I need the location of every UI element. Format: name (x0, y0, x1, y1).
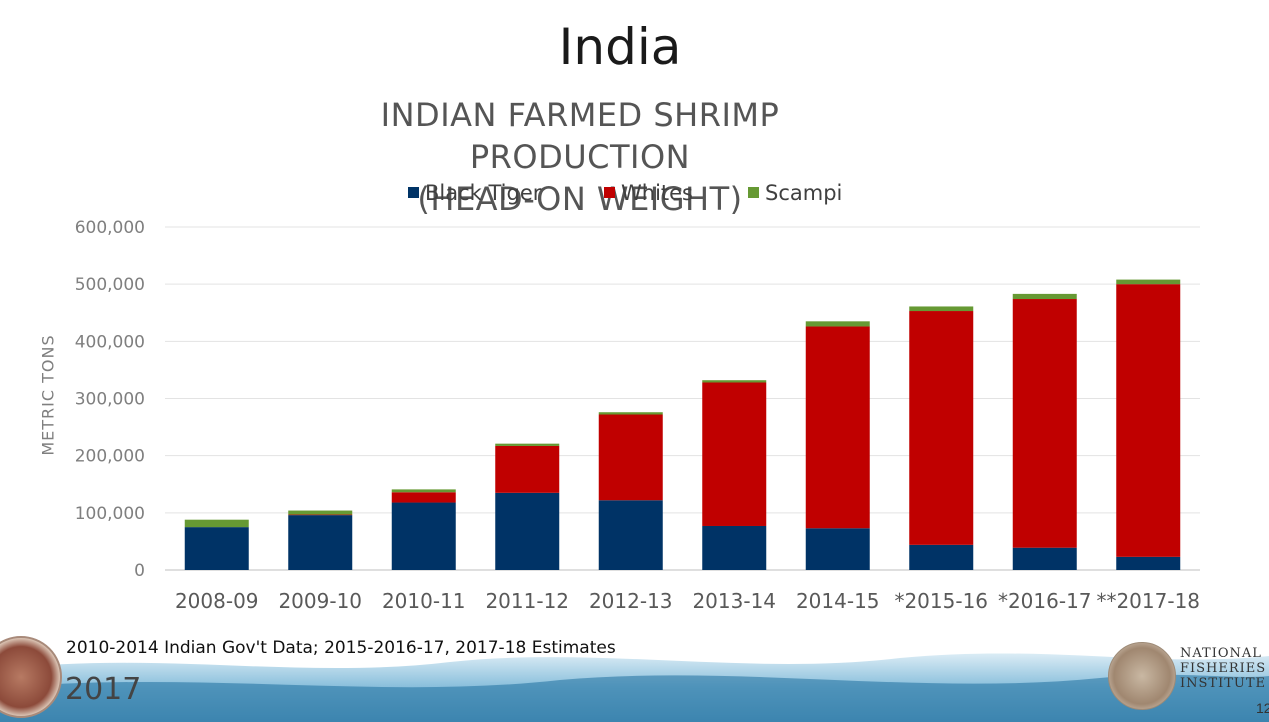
y-tick-label: 300,000 (75, 390, 145, 410)
chart-title: INDIAN FARMED SHRIMP PRODUCTION (HEAD-ON… (270, 94, 890, 220)
x-tick-label: 2013-14 (692, 589, 776, 613)
x-tick-label: 2011-12 (485, 589, 569, 613)
y-tick-label: 200,000 (75, 447, 145, 467)
bar-black-tiger (805, 528, 870, 570)
legend-label-scampi: Scampi (765, 181, 843, 205)
bar-whites (391, 492, 456, 503)
bar-black-tiger (184, 527, 249, 570)
bar-whites (495, 445, 560, 493)
x-tick-label: *2015-16 (894, 589, 988, 613)
y-tick-label: 100,000 (75, 504, 145, 524)
bar-scampi (598, 412, 663, 415)
nfi-logo-text: NATIONAL FISHERIES INSTITUTE (1180, 646, 1266, 691)
x-tick-label: 2014-15 (796, 589, 880, 613)
bar-scampi (1012, 293, 1077, 300)
legend-swatch-scampi (748, 187, 759, 198)
x-tick-label: *2016-17 (998, 589, 1092, 613)
bar-black-tiger (1012, 547, 1077, 570)
bar-whites (598, 414, 663, 501)
nfi-logo-line-1: NATIONAL (1180, 646, 1262, 661)
legend-label-black-tiger: Black Tiger (425, 181, 542, 205)
bar-black-tiger (495, 492, 560, 570)
legend-item-black-tiger: Black Tiger (408, 181, 541, 205)
legend-item-whites: Whites (604, 181, 693, 205)
bar-black-tiger (391, 502, 456, 570)
water-wave-decoration (0, 653, 1269, 722)
x-tick-label: 2009-10 (278, 589, 362, 613)
legend-item-scampi: Scampi (748, 181, 842, 205)
nfi-logo-line-2: FISHERIES (1180, 661, 1267, 676)
bar-chart: 0 100,000 200,000 300,000 400,000 500,000 600,… (75, 218, 1200, 613)
bar-whites (702, 382, 767, 526)
footnote: 2010-2014 Indian Gov't Data; 2015-2016-1… (66, 638, 616, 658)
x-tick-label: 2010-11 (382, 589, 466, 613)
legend-swatch-black-tiger (408, 187, 419, 198)
bar-whites (288, 514, 353, 516)
bar-scampi (391, 489, 456, 493)
slide-number: 12 (1256, 700, 1269, 716)
bar-scampi (288, 510, 353, 515)
bar-black-tiger (909, 544, 974, 570)
bar-whites (1116, 284, 1181, 557)
bar-scampi (805, 321, 870, 327)
bar-whites (909, 311, 974, 545)
y-tick-label: 500,000 (75, 275, 145, 295)
chart-title-line-1: INDIAN FARMED SHRIMP PRODUCTION (380, 96, 780, 176)
slide-title: India (558, 18, 682, 76)
y-tick-label: 0 (134, 561, 145, 581)
bar-scampi (909, 306, 974, 312)
conference-year: 2017 (65, 672, 142, 707)
x-tick-label: 2012-13 (589, 589, 673, 613)
bar-black-tiger (598, 500, 663, 570)
bar-black-tiger (288, 515, 353, 570)
x-tick-label: 2008-09 (175, 589, 259, 613)
nfi-logo-line-3: INSTITUTE (1180, 676, 1267, 691)
y-tick-label: 400,000 (75, 332, 145, 352)
nfi-seal-logo (1108, 642, 1176, 710)
chart-title-line-2: (HEAD-ON WEIGHT) (417, 180, 743, 218)
bar-whites (805, 326, 870, 529)
bar-whites (1012, 299, 1077, 548)
bar-scampi (184, 519, 249, 528)
y-tick-label: 600,000 (75, 218, 145, 238)
bar-scampi (495, 443, 560, 446)
bar-scampi (1116, 279, 1181, 285)
x-tick-label: **2017-18 (1096, 589, 1200, 613)
bar-scampi (702, 380, 767, 383)
bar-black-tiger (1116, 556, 1181, 570)
bar-black-tiger (702, 525, 767, 570)
legend-swatch-whites (604, 187, 615, 198)
legend-label-whites: Whites (621, 181, 694, 205)
